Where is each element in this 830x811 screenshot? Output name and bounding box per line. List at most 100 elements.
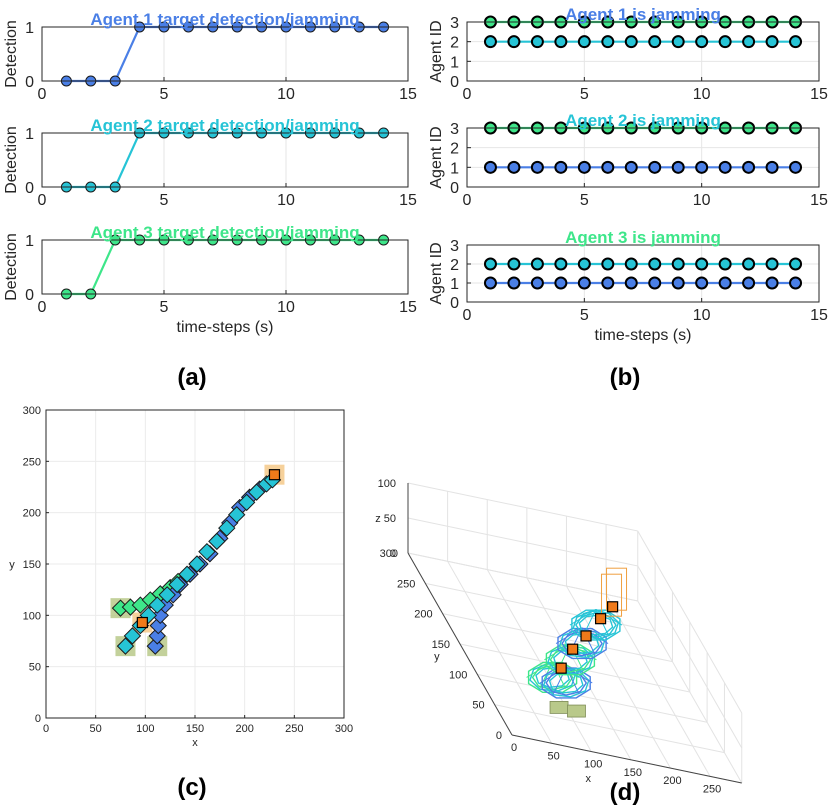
y-tick-label: 0: [450, 74, 459, 91]
data-point: [554, 276, 568, 290]
y-tick-label: 1: [450, 54, 459, 71]
y-tick-label: 3: [450, 15, 459, 32]
x-tick-label: 15: [399, 192, 417, 209]
x-tick-label: 200: [663, 775, 681, 787]
axes-frame: [41, 239, 409, 295]
x-axis-label: x: [586, 773, 592, 785]
data-point: [507, 276, 521, 290]
y-axis-label: Agent ID: [428, 20, 445, 82]
grid-line: [477, 673, 708, 723]
y-tick-label: 0: [25, 287, 34, 304]
panel-label-c: (c): [177, 774, 206, 801]
subplot-title: Agent 2 is jamming: [565, 111, 721, 130]
x-tick-label: 0: [463, 86, 472, 103]
y-tick-label: 1: [450, 276, 459, 293]
x-tick-label: 15: [810, 86, 828, 103]
agent-marker: [123, 627, 142, 645]
data-point: [695, 276, 709, 290]
data-point: [530, 35, 544, 49]
x-axis-line: [511, 734, 742, 784]
data-point: [624, 257, 638, 271]
agent-marker: [228, 506, 246, 524]
data-point: [648, 257, 662, 271]
y-tick-label: 50: [29, 662, 41, 674]
y-tick-label: 3: [450, 121, 459, 138]
data-point: [718, 160, 732, 174]
data-point: [577, 257, 591, 271]
axes-frame: [41, 26, 409, 82]
x-tick-label: 15: [399, 299, 417, 316]
wireframe-strut: [555, 627, 583, 644]
target-marker: [555, 662, 567, 674]
x-tick-label: 5: [580, 307, 589, 324]
target-marker: [607, 601, 619, 613]
x-tick-label: 50: [547, 750, 559, 762]
y-tick-label: 50: [472, 700, 484, 712]
data-point: [695, 35, 709, 49]
axes-frame: [466, 127, 820, 188]
y-axis-label: Agent ID: [428, 126, 445, 188]
y-tick-label: 0: [25, 180, 34, 197]
y-tick-label: 100: [449, 669, 467, 681]
z-tick-label: 100: [378, 478, 396, 490]
y-tick-label: 0: [496, 730, 502, 742]
subplot-a2: 0 5 10 15 0 1 Agent 2 target detection/jamming…: [3, 116, 417, 209]
x-tick-label: 5: [160, 299, 169, 316]
y-tick-label: 250: [397, 578, 415, 590]
x-tick-label: 0: [511, 742, 517, 754]
y-tick-label: 2: [450, 35, 459, 52]
wireframe-strut: [544, 643, 571, 661]
x-tick-label: 50: [90, 723, 102, 735]
axes-frame: [466, 21, 820, 82]
y-axis-line: [407, 552, 513, 736]
data-point: [671, 257, 685, 271]
x-tick-label: 250: [285, 723, 303, 735]
data-point: [530, 276, 544, 290]
wireframe-ring: [572, 610, 620, 640]
x-tick-label: 0: [38, 192, 47, 209]
wireframe-strut: [569, 609, 597, 626]
x-tick-label: 15: [810, 192, 828, 209]
subplot-a1: 0 5 10 15 0 1 Agent 1 target detection/jamming…: [3, 10, 417, 103]
y-tick-label: 0: [450, 295, 459, 312]
data-point: [789, 160, 803, 174]
data-point: [648, 35, 662, 49]
y-tick-label: 0: [25, 74, 34, 91]
x-tick-label: 300: [335, 723, 353, 735]
subplot-title: Agent 3 is jamming: [565, 228, 721, 247]
x-tick-label: 200: [235, 723, 253, 735]
agent-marker: [158, 586, 176, 604]
y-tick-label: 200: [414, 609, 432, 621]
y-axis-label: Agent ID: [428, 242, 445, 304]
axes-frame: [41, 132, 409, 188]
y-tick-label: 2: [450, 257, 459, 274]
y-axis-label: y: [434, 651, 440, 663]
data-point: [624, 35, 638, 49]
x-tick-label: 15: [399, 86, 417, 103]
x-tick-label: 10: [277, 86, 295, 103]
data-point: [530, 160, 544, 174]
subplot-title: Agent 3 target detection/jamming: [90, 223, 359, 242]
wireframe-ring: [541, 667, 591, 699]
data-point: [554, 160, 568, 174]
y-axis-label: Detection: [3, 20, 20, 88]
x-tick-label: 0: [43, 723, 49, 735]
plot-area: [42, 133, 408, 187]
plot-area: [467, 245, 819, 302]
x-axis-label: x: [192, 737, 198, 749]
data-point: [530, 257, 544, 271]
target-marker: [580, 630, 592, 642]
x-tick-label: 150: [624, 767, 642, 779]
data-point: [601, 160, 615, 174]
y-tick-label: 2: [450, 141, 459, 158]
y-tick-label: 1: [25, 233, 34, 250]
target-zone: [567, 704, 586, 718]
y-axis-label: y: [9, 559, 15, 571]
panel-label-a: (a): [177, 364, 206, 391]
data-point: [577, 160, 591, 174]
data-point: [742, 276, 756, 290]
agent-marker: [148, 596, 166, 614]
wireframe-strut: [595, 609, 623, 626]
y-tick-label: 200: [23, 508, 41, 520]
